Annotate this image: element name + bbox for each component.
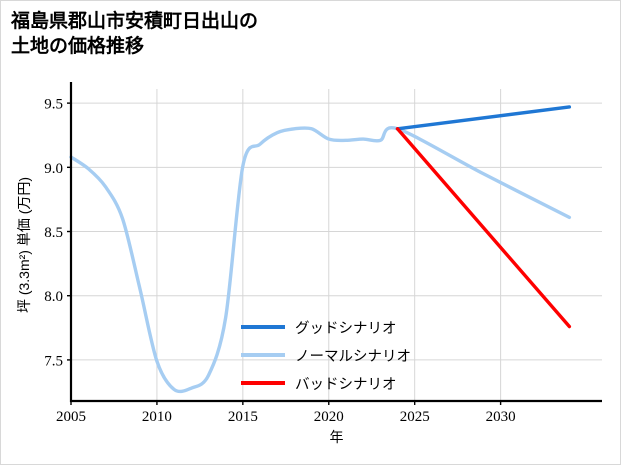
x-tick-label: 2025 [400,409,430,425]
x-tick-label: 2030 [486,409,516,425]
y-axis-ticks: 7.5 8.0 8.5 9.0 9.5 [44,97,71,369]
y-tick-label: 9.0 [44,161,63,177]
series-line-bad [395,127,572,329]
x-tick-label: 2010 [142,409,172,425]
legend-label: バッドシナリオ [295,377,397,393]
x-axis-ticks: 2005 2010 2015 2020 2025 2030 [56,401,516,425]
y-tick-label: 7.5 [44,353,63,369]
series-line-normal [69,126,572,394]
series-line-good [395,105,572,131]
y-axis-title: 坪 (3.3m²) 単価 (万円) [16,177,32,313]
page-title: 福島県郡山市安積町日出山の 土地の価格推移 [11,11,259,58]
legend-label: ノーマルシナリオ [295,349,411,365]
series-group [69,105,572,394]
x-axis-title: 年 [330,429,344,445]
x-tick-label: 2005 [56,409,86,425]
x-tick-label: 2015 [228,409,258,425]
y-tick-label: 8.0 [44,289,63,305]
y-tick-label: 9.5 [44,97,63,113]
axis-titles: 年 坪 (3.3m²) 単価 (万円) [16,177,344,445]
legend-label: グッドシナリオ [295,320,397,337]
y-tick-label: 8.5 [44,225,63,241]
x-tick-label: 2020 [314,409,344,425]
